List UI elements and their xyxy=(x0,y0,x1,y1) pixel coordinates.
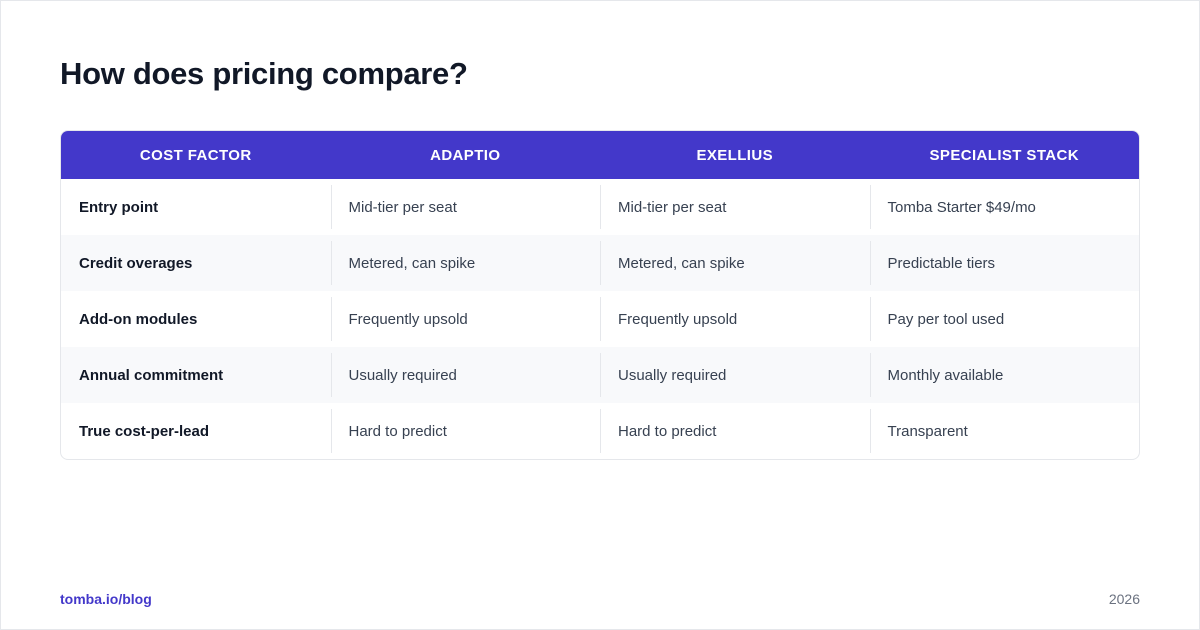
row-label: Entry point xyxy=(79,198,159,216)
table-cell: Predictable tiers xyxy=(869,235,1140,291)
row-label: Credit overages xyxy=(79,254,193,272)
column-header-adaptio: ADAPTIO xyxy=(430,146,501,164)
row-label: Add-on modules xyxy=(79,310,198,328)
table-cell: Frequently upsold xyxy=(330,291,601,347)
column-header-cost-factor: COST FACTOR xyxy=(139,146,252,164)
table-cell: Transparent xyxy=(869,403,1140,459)
table-row: True cost-per-lead Hard to predict Hard … xyxy=(61,403,1139,459)
table-cell: Frequently upsold xyxy=(600,291,870,347)
year-label: 2026 xyxy=(1108,591,1140,607)
column-header-exellius: EXELLIUS xyxy=(696,146,774,164)
page-title: How does pricing compare? xyxy=(60,56,468,91)
table-cell: Tomba Starter $49/mo xyxy=(869,179,1140,235)
table-row: Entry point Mid-tier per seat Mid-tier p… xyxy=(61,179,1139,235)
table-cell: Hard to predict xyxy=(330,403,601,459)
blog-link[interactable]: tomba.io/blog xyxy=(60,591,152,607)
table-row: Credit overages Metered, can spike Meter… xyxy=(61,235,1139,291)
table-row: Annual commitment Usually required Usual… xyxy=(61,347,1139,403)
table-cell: Hard to predict xyxy=(600,403,870,459)
table-header: COST FACTOR ADAPTIO EXELLIUS SPECIALIST … xyxy=(61,131,1139,179)
table-cell: Mid-tier per seat xyxy=(600,179,870,235)
pricing-comparison-table: COST FACTOR ADAPTIO EXELLIUS SPECIALIST … xyxy=(60,130,1140,460)
table-row: Add-on modules Frequently upsold Frequen… xyxy=(61,291,1139,347)
table-cell: Usually required xyxy=(330,347,601,403)
table-cell: Monthly available xyxy=(869,347,1140,403)
row-label: Annual commitment xyxy=(79,366,224,384)
table-cell: Usually required xyxy=(600,347,870,403)
column-header-specialist-stack: SPECIALIST STACK xyxy=(929,146,1079,164)
table-cell: Pay per tool used xyxy=(869,291,1140,347)
row-label: True cost-per-lead xyxy=(79,422,210,440)
table-cell: Metered, can spike xyxy=(600,235,870,291)
table-cell: Metered, can spike xyxy=(330,235,601,291)
table-cell: Mid-tier per seat xyxy=(330,179,601,235)
